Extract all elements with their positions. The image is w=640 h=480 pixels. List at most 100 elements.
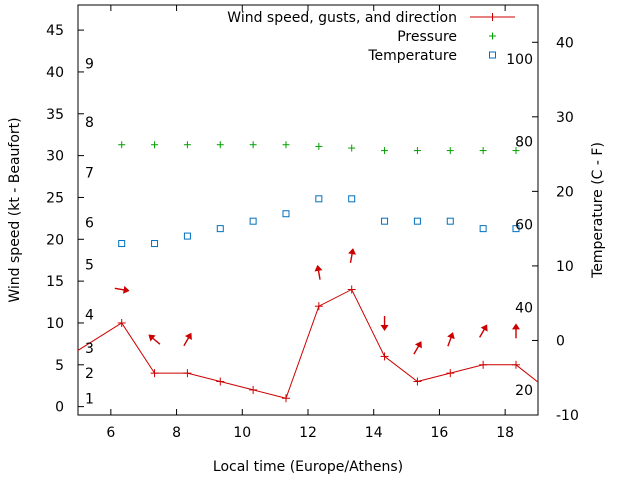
wind-direction-arrow: [183, 332, 192, 347]
wind-direction-arrow: [479, 324, 488, 338]
y-tick-label: 5: [55, 358, 64, 374]
wind-speed-point: [413, 377, 422, 386]
y2-tick-label: 0: [556, 333, 565, 349]
pressure-point: [282, 141, 290, 149]
legend-label: Temperature: [367, 48, 457, 64]
wind-speed-point: [281, 394, 290, 403]
fahrenheit-label: 40: [515, 300, 533, 316]
wind-speed-point: [216, 377, 225, 386]
temperature-point: [118, 240, 126, 248]
y2-tick-label: 30: [556, 110, 574, 126]
wind-speed-point: [347, 285, 356, 294]
y-tick-label: 35: [46, 107, 64, 123]
temperature-point: [413, 217, 421, 225]
x-axis-label: Local time (Europe/Athens): [213, 459, 403, 475]
wind-direction-arrow: [114, 285, 130, 294]
wind-speed-line: [78, 288, 538, 399]
plot-area: [78, 141, 552, 403]
y-tick-label: 25: [46, 190, 64, 206]
pressure-point: [348, 144, 356, 152]
y-tick-label: 45: [46, 23, 64, 39]
y2-tick-label: 20: [556, 184, 574, 200]
wind-direction-arrow: [413, 341, 422, 355]
y2-tick-label: 10: [556, 259, 574, 275]
y2-axis-label: Temperature (C - F): [590, 142, 606, 279]
wind-speed-point: [249, 385, 258, 394]
wind-direction-arrow: [447, 332, 455, 347]
fahrenheit-label: 20: [515, 383, 533, 399]
temperature-point: [381, 217, 389, 225]
fahrenheit-label: 60: [515, 217, 533, 233]
temperature-point: [446, 217, 454, 225]
beaufort-label: 9: [85, 57, 94, 73]
pressure-point: [216, 141, 224, 149]
y-tick-label: 20: [46, 232, 64, 248]
pressure-point: [151, 141, 159, 149]
wind-speed-point: [511, 360, 520, 369]
x-tick-label: 14: [365, 425, 383, 441]
legend-swatch: [489, 32, 496, 40]
temperature-point: [183, 232, 191, 240]
y-axis-label: Wind speed (kt - Beaufort): [7, 117, 23, 302]
wind-speed-point: [183, 369, 192, 378]
pressure-point: [479, 147, 487, 155]
beaufort-label: 5: [85, 257, 94, 273]
temperature-point: [315, 195, 323, 203]
wind-direction-arrow: [511, 323, 520, 339]
wind-speed-point: [117, 318, 126, 327]
y2-tick-label: -10: [556, 408, 579, 424]
wind-speed-point: [314, 302, 323, 311]
pressure-point: [512, 147, 520, 155]
x-tick-label: 10: [233, 425, 251, 441]
wind-direction-arrow: [380, 315, 389, 331]
pressure-point: [315, 142, 323, 150]
pressure-point: [118, 141, 126, 149]
y-tick-label: 40: [46, 65, 64, 81]
wind-speed-point: [479, 360, 488, 369]
beaufort-label: 6: [85, 216, 94, 232]
temperature-point: [282, 210, 290, 218]
pressure-point: [183, 141, 191, 149]
temperature-point: [151, 240, 159, 248]
temperature-point: [249, 217, 257, 225]
temperature-point: [512, 225, 520, 233]
legend-label: Wind speed, gusts, and direction: [227, 10, 457, 26]
legend-swatch-marker: [488, 13, 497, 21]
wind-speed-point: [544, 386, 552, 394]
beaufort-label: 2: [85, 366, 94, 382]
beaufort-label: 3: [85, 341, 94, 357]
y-tick-label: 15: [46, 274, 64, 290]
pressure-point: [381, 147, 389, 155]
beaufort-label: 7: [85, 165, 94, 181]
temperature-point: [479, 225, 487, 233]
beaufort-label: 8: [85, 115, 94, 131]
wind-speed-point: [150, 369, 159, 378]
x-tick-label: 12: [299, 425, 317, 441]
beaufort-label: 4: [85, 308, 94, 324]
beaufort-label: 1: [85, 391, 94, 407]
legend-label: Pressure: [397, 29, 457, 45]
wind-direction-arrow: [314, 264, 323, 280]
fahrenheit-label: 80: [515, 135, 533, 151]
wind-direction-arrow: [148, 334, 161, 345]
y-tick-label: 30: [46, 149, 64, 165]
x-tick-label: 16: [431, 425, 449, 441]
pressure-point: [413, 147, 421, 155]
x-tick-label: 18: [496, 425, 514, 441]
temperature-point: [216, 225, 224, 233]
pressure-point: [446, 147, 454, 155]
y-tick-label: 10: [46, 316, 64, 332]
legend-swatch: [489, 51, 496, 59]
plot-border: [77, 4, 539, 416]
pressure-point: [249, 141, 257, 149]
temperature-point: [348, 195, 356, 203]
y-tick-label: 0: [55, 400, 64, 416]
x-tick-label: 8: [172, 425, 181, 441]
wind-speed-point: [446, 369, 455, 378]
x-tick-label: 6: [106, 425, 115, 441]
y2-tick-label: 40: [556, 35, 574, 51]
wind-speed-point: [380, 352, 389, 361]
wind-direction-arrow: [348, 248, 356, 264]
fahrenheit-label: 100: [506, 52, 533, 68]
